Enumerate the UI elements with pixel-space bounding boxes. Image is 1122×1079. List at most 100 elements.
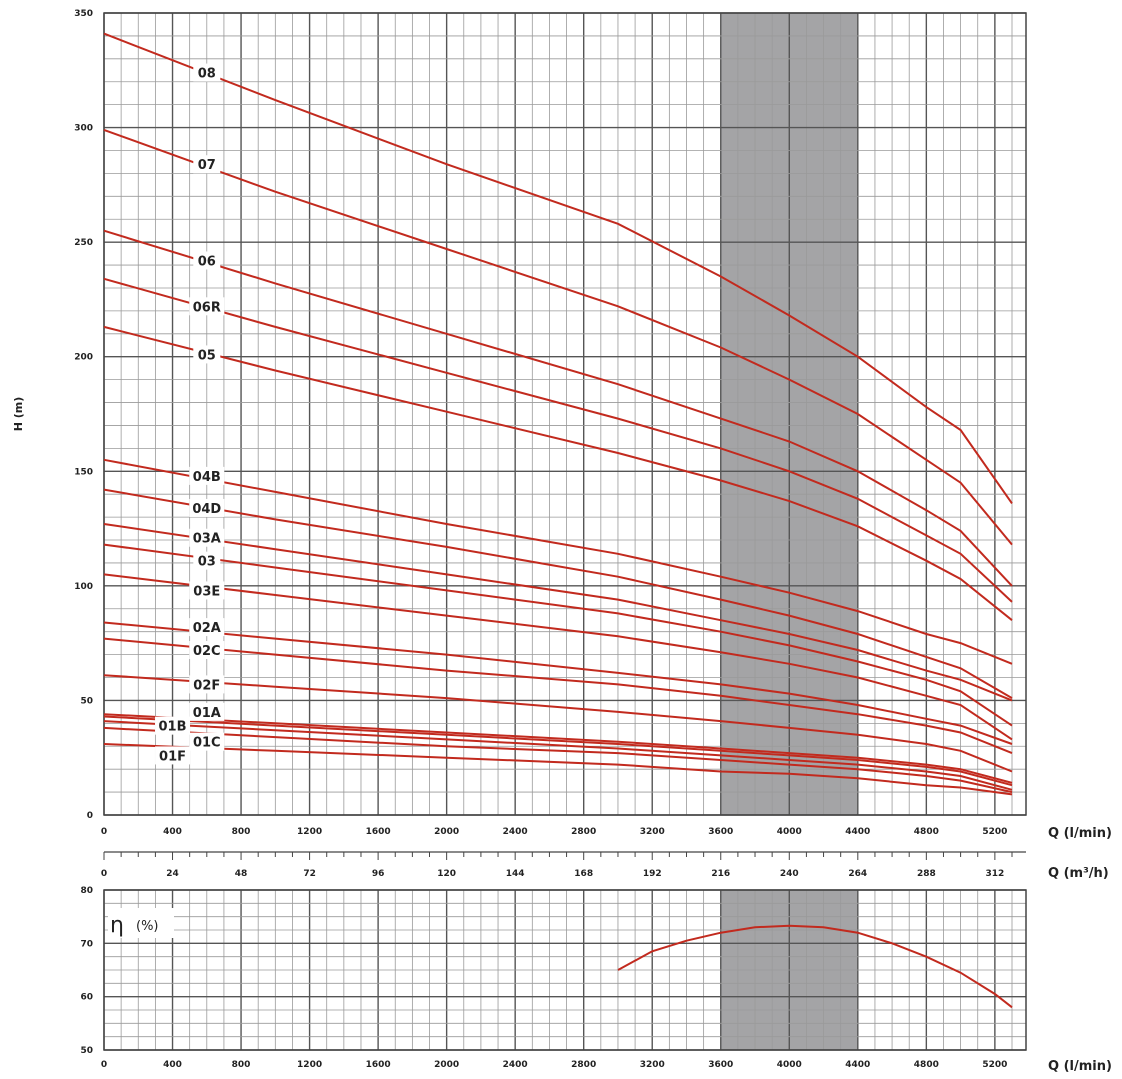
curve-label: 01C: [193, 736, 221, 751]
eta-symbol: η: [110, 913, 124, 938]
curve-label-box: [189, 498, 225, 517]
head-x-tick: 400: [163, 827, 182, 837]
head-curve-03E: [103, 573, 1013, 741]
head-curve-01C: [103, 720, 1013, 791]
secondary-x-tick: 288: [917, 869, 936, 879]
head-curve-03A: [103, 523, 1013, 702]
curve-label: 01B: [159, 720, 187, 735]
curve-label: 03A: [193, 532, 221, 547]
head-curve-02F: [103, 674, 1013, 773]
curve-label-box: [189, 702, 225, 721]
secondary-x-tick: 192: [643, 869, 662, 879]
head-x-tick: 800: [232, 827, 251, 837]
head-frame: [103, 12, 1027, 816]
head-x-tick: 2400: [503, 827, 528, 837]
secondary-x-tick: 96: [372, 869, 385, 879]
head-curve-05: [103, 325, 1013, 621]
curve-label: 06R: [193, 300, 221, 315]
head-y-tick: 50: [80, 696, 93, 706]
efficiency-x-tick: 1200: [297, 1060, 322, 1070]
curve-label-box: [189, 528, 225, 547]
head-x-tick: 1200: [297, 827, 322, 837]
head-x-tick: 3200: [640, 827, 665, 837]
head-x-tick: 4400: [845, 827, 870, 837]
secondary-x-tick: 144: [506, 869, 525, 879]
head-curve-02A: [103, 621, 1013, 745]
curve-label-box: [155, 746, 191, 765]
secondary-x-tick: 48: [235, 869, 248, 879]
efficiency-curve: [617, 924, 1013, 1009]
secondary-x-tick: 72: [303, 869, 316, 879]
curve-label-box: [193, 551, 221, 570]
head-curve-03: [103, 543, 1013, 727]
head-curve-01A: [103, 713, 1013, 784]
head-y-axis-label: H (m): [12, 397, 25, 432]
curve-label: 03: [198, 555, 216, 570]
head-x-tick: 3600: [708, 827, 733, 837]
eta-unit: (%): [136, 919, 159, 934]
efficiency-x-tick: 4400: [845, 1060, 870, 1070]
head-x-tick: 4000: [777, 827, 802, 837]
head-x-tick: 1600: [366, 827, 391, 837]
head-curve-08: [103, 32, 1013, 504]
head-y-tick: 250: [74, 238, 93, 248]
curve-label: 06: [198, 254, 216, 269]
head-curve-04B: [103, 458, 1013, 665]
curve-label: 02C: [193, 644, 221, 659]
efficiency-y-tick: 70: [80, 939, 93, 949]
secondary-x-tick: 264: [848, 869, 867, 879]
curve-label-box: [193, 345, 221, 364]
efficiency-frame: [103, 889, 1027, 1051]
head-x-axis-label: Q (l/min): [1048, 826, 1112, 841]
head-x-tick: 5200: [982, 827, 1007, 837]
curve-label: 02F: [193, 678, 220, 693]
curve-label-box: [193, 251, 221, 270]
head-x-tick: 2800: [571, 827, 596, 837]
curve-label: 01F: [159, 749, 186, 764]
head-curve-07: [103, 128, 1013, 546]
curve-label-box: [189, 581, 225, 600]
efficiency-x-tick: 2800: [571, 1060, 596, 1070]
curve-label-box: [189, 641, 225, 660]
curve-label: 04D: [192, 502, 221, 517]
efficiency-x-tick: 2000: [434, 1060, 459, 1070]
efficiency-y-tick: 60: [80, 993, 93, 1003]
efficiency-x-tick: 3200: [640, 1060, 665, 1070]
efficiency-y-tick: 50: [80, 1046, 93, 1056]
efficiency-x-tick: 1600: [366, 1060, 391, 1070]
head-curve-06R: [103, 277, 1013, 603]
curve-label: 05: [198, 348, 216, 363]
head-curve-04D: [103, 488, 1013, 699]
efficiency-y-tick: 80: [80, 886, 93, 896]
curve-label-box: [189, 732, 225, 751]
curve-label: 02A: [193, 621, 221, 636]
efficiency-x-tick: 0: [101, 1060, 107, 1070]
curve-label: 03E: [193, 584, 220, 599]
curve-label: 04B: [193, 470, 221, 485]
curve-label-box: [155, 716, 191, 735]
curve-label-box: [193, 63, 221, 82]
curve-label-box: [189, 618, 225, 637]
curve-label: 01A: [193, 706, 221, 721]
head-y-tick: 300: [74, 124, 93, 134]
head-x-tick: 2000: [434, 827, 459, 837]
head-curve-02C: [103, 637, 1013, 755]
efficiency-x-tick: 400: [163, 1060, 182, 1070]
head-y-tick: 150: [74, 467, 93, 477]
head-curve-unlabeled: [103, 743, 1013, 796]
head-x-tick: 4800: [914, 827, 939, 837]
efficiency-x-axis-label: Q (l/min): [1048, 1059, 1112, 1074]
secondary-x-tick: 168: [574, 869, 593, 879]
efficiency-x-tick: 800: [232, 1060, 251, 1070]
secondary-x-tick: 312: [985, 869, 1004, 879]
secondary-x-tick: 120: [437, 869, 456, 879]
secondary-x-axis-label: Q (m³/h): [1048, 866, 1109, 881]
head-curve-01B: [103, 715, 1013, 787]
curve-label-box: [193, 155, 221, 174]
secondary-x-tick: 24: [166, 869, 179, 879]
secondary-x-tick: 216: [711, 869, 730, 879]
secondary-x-tick: 240: [780, 869, 799, 879]
efficiency-x-tick: 4000: [777, 1060, 802, 1070]
